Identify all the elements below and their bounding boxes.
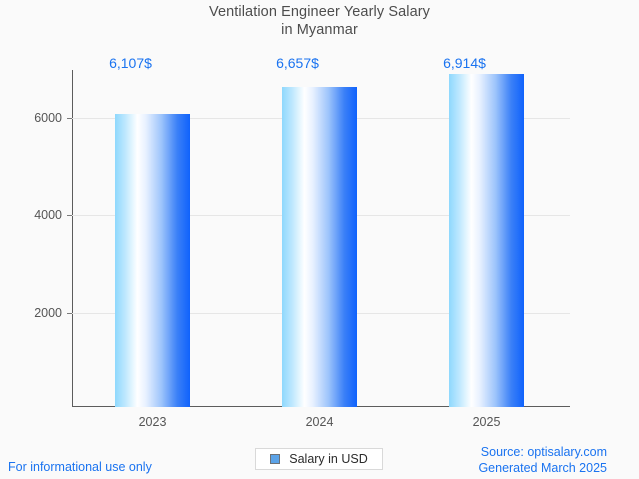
legend-label-salary-in-usd: Salary in USD xyxy=(289,452,368,466)
y-axis-line xyxy=(72,70,73,407)
chart-title-line-1: Ventilation Engineer Yearly Salary xyxy=(208,4,431,20)
tickmark-2000 xyxy=(67,313,72,314)
x-tick-label-2025: 2025 xyxy=(472,415,501,429)
y-tick-label-4000: 4000 xyxy=(34,208,62,222)
bar-2024[interactable] xyxy=(282,87,357,407)
tickmark-4000 xyxy=(67,215,72,216)
chart-title: Ventilation Engineer Yearly Salary in My… xyxy=(0,3,639,39)
chart-legend[interactable]: Salary in USD xyxy=(255,448,383,470)
source-block: Source: optisalary.com Generated March 2… xyxy=(478,445,607,476)
y-tick-label-2000: 2000 xyxy=(34,306,62,320)
x-tick-label-2023: 2023 xyxy=(138,415,167,429)
tickmark-6000 xyxy=(67,118,72,119)
generated-text: Generated March 2025 xyxy=(478,460,607,475)
y-tick-label-6000: 6000 xyxy=(34,111,62,125)
plot-area xyxy=(72,70,570,407)
legend-swatch-icon xyxy=(270,454,281,464)
data-label-2024: 6,657$ xyxy=(276,55,319,71)
bar-2023[interactable] xyxy=(115,114,190,407)
bar-2025[interactable] xyxy=(449,74,524,407)
data-label-2025: 6,914$ xyxy=(443,55,486,71)
disclaimer-text: For informational use only xyxy=(8,460,152,474)
data-label-2023: 6,107$ xyxy=(109,55,152,71)
x-tick-label-2024: 2024 xyxy=(305,415,334,429)
source-text: Source: optisalary.com xyxy=(480,445,607,459)
chart-title-line-2: in Myanmar xyxy=(281,22,358,38)
